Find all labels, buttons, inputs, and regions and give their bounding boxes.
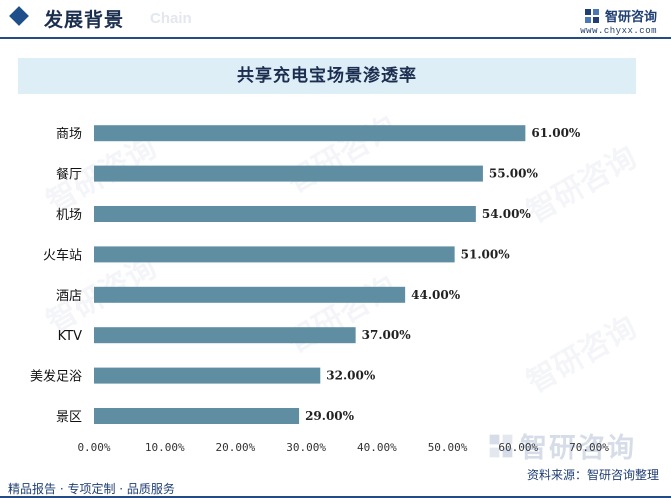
chart-title: 共享充电宝场景渗透率 bbox=[237, 66, 417, 86]
brand-logo-icon bbox=[489, 434, 513, 457]
bar-3 bbox=[94, 246, 455, 263]
footer-services: 精品报告 · 专项定制 · 品质服务 bbox=[8, 482, 175, 496]
x-tick-label: 70.00% bbox=[569, 441, 609, 454]
category-label: 机场 bbox=[56, 208, 82, 223]
value-label: 51.00% bbox=[461, 247, 511, 261]
brand-url: www.chyxx.com bbox=[580, 26, 657, 36]
category-label: 美发足浴 bbox=[30, 369, 82, 385]
value-label: 44.00% bbox=[411, 288, 461, 302]
category-label: 火车站 bbox=[43, 247, 82, 263]
bar-5 bbox=[94, 327, 356, 344]
header-bar: 发展背景 Chain 智研咨询 www.chyxx.com bbox=[0, 0, 671, 38]
header-divider bbox=[0, 37, 671, 39]
page-subtitle: Chain bbox=[150, 10, 192, 27]
footer-divider bbox=[0, 496, 671, 498]
brand-name: 智研咨询 bbox=[604, 10, 657, 25]
value-label: 29.00% bbox=[305, 409, 355, 423]
bar-0 bbox=[94, 125, 526, 142]
x-tick-label: 0.00% bbox=[77, 441, 110, 454]
brand: 智研咨询 www.chyxx.com bbox=[580, 6, 657, 36]
watermark-brand: 智研咨询 bbox=[488, 426, 636, 465]
bar-7 bbox=[94, 408, 300, 424]
value-label: 61.00% bbox=[531, 126, 581, 140]
watermark-brand-text: 智研咨询 bbox=[520, 433, 636, 464]
category-label: 商场 bbox=[56, 127, 82, 142]
bar-2 bbox=[94, 206, 476, 222]
x-tick-label: 30.00% bbox=[286, 441, 326, 454]
brand-logo-icon bbox=[584, 8, 599, 23]
bar-6 bbox=[94, 367, 321, 384]
chart-title-box: 共享充电宝场景渗透率 bbox=[18, 58, 636, 94]
category-label: KTV bbox=[58, 329, 82, 344]
category-label: 景区 bbox=[56, 410, 82, 425]
category-label: 餐厅 bbox=[56, 167, 82, 183]
bar-4 bbox=[94, 286, 406, 303]
value-label: 55.00% bbox=[489, 167, 539, 181]
x-tick-label: 40.00% bbox=[357, 441, 397, 454]
page-title: 发展背景 bbox=[44, 9, 125, 31]
x-tick-label: 10.00% bbox=[145, 441, 185, 454]
x-tick-label: 20.00% bbox=[216, 441, 256, 454]
x-tick-label: 50.00% bbox=[428, 441, 468, 454]
value-label: 32.00% bbox=[326, 369, 376, 383]
source-note: 资料来源：智研咨询整理 bbox=[526, 468, 659, 482]
category-label: 酒店 bbox=[56, 289, 82, 304]
bar-1 bbox=[94, 165, 483, 182]
x-tick-label: 60.00% bbox=[498, 441, 538, 454]
value-label: 54.00% bbox=[482, 207, 532, 221]
value-label: 37.00% bbox=[362, 328, 412, 342]
